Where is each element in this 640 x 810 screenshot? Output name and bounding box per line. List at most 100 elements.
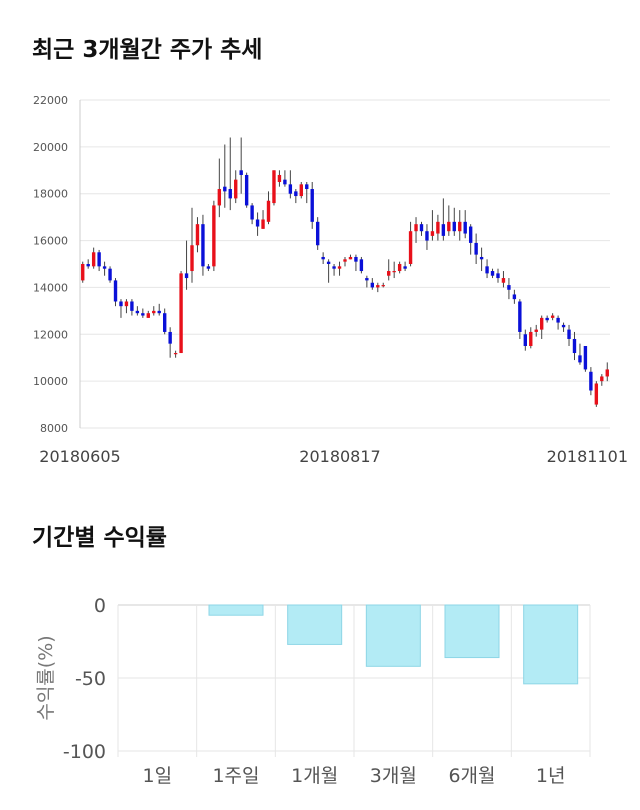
candle-body bbox=[310, 189, 314, 222]
return-bar bbox=[365, 604, 421, 667]
candle-body bbox=[228, 189, 232, 199]
candle-body bbox=[217, 189, 222, 206]
candle-body bbox=[600, 376, 604, 382]
candle-body bbox=[119, 301, 123, 307]
candle-body bbox=[518, 301, 522, 332]
return-bar bbox=[287, 604, 343, 645]
candle-body bbox=[299, 184, 303, 197]
candle-body bbox=[332, 266, 336, 269]
candle-body bbox=[567, 329, 571, 339]
candle-body bbox=[501, 278, 506, 283]
price-tick-label: 10000 bbox=[33, 375, 68, 388]
candle-body bbox=[572, 338, 577, 354]
candle-body bbox=[354, 256, 358, 262]
category-label: 1년 bbox=[536, 765, 566, 787]
category-label: 1개월 bbox=[291, 765, 338, 787]
candle-body bbox=[447, 221, 451, 232]
candle-body bbox=[348, 256, 353, 260]
candle-body bbox=[425, 231, 429, 241]
candle-body bbox=[179, 273, 183, 354]
candle-body bbox=[556, 317, 560, 323]
return-bar bbox=[523, 604, 579, 685]
return-bar bbox=[444, 604, 500, 659]
period-return-title: 기간별 수익률 bbox=[32, 525, 167, 551]
stock-trend-title: 최근 3개월간 주가 추세 bbox=[32, 37, 263, 63]
price-tick-label: 12000 bbox=[33, 328, 68, 341]
y-axis-label: 수익률(%) bbox=[35, 635, 57, 720]
candle-body bbox=[250, 205, 254, 220]
candle-body bbox=[490, 271, 495, 276]
candle-body bbox=[157, 310, 161, 314]
candle-body bbox=[376, 285, 380, 288]
price-tick-label: 18000 bbox=[33, 188, 68, 201]
candle-body bbox=[91, 252, 96, 267]
candle-body bbox=[397, 264, 402, 272]
candle-body bbox=[463, 221, 467, 234]
price-tick-label: 14000 bbox=[33, 281, 68, 294]
candle-body bbox=[315, 221, 320, 246]
candle-body bbox=[190, 245, 194, 272]
candle-body bbox=[496, 273, 500, 279]
price-tick-label: 8000 bbox=[40, 422, 68, 435]
return-bar bbox=[208, 604, 264, 616]
candle-body bbox=[474, 242, 478, 255]
candle-body bbox=[550, 315, 555, 318]
candle-body bbox=[370, 282, 375, 288]
candle-body bbox=[206, 266, 211, 269]
date-tick-label: 20180817 bbox=[299, 447, 380, 466]
candle-body bbox=[223, 186, 227, 192]
candle-body bbox=[436, 221, 440, 234]
candle-body bbox=[381, 285, 385, 287]
candle-body bbox=[545, 317, 549, 321]
candle-body bbox=[392, 271, 396, 273]
candle-body bbox=[414, 224, 418, 232]
price-tick-label: 20000 bbox=[33, 141, 68, 154]
candle-body bbox=[244, 174, 249, 206]
date-tick-label: 20181101 bbox=[547, 447, 628, 466]
candle-body bbox=[152, 310, 156, 314]
candle-body bbox=[195, 224, 200, 246]
candle-body bbox=[141, 313, 145, 316]
candle-body bbox=[283, 179, 287, 185]
date-tick-label: 20180605 bbox=[39, 447, 120, 466]
candle-body bbox=[173, 353, 178, 355]
candle-body bbox=[540, 317, 544, 330]
price-tick-label: 22000 bbox=[33, 94, 68, 107]
candle-body bbox=[255, 219, 260, 227]
candle-body bbox=[321, 256, 325, 260]
candle-body bbox=[529, 331, 533, 346]
candle-body bbox=[387, 271, 391, 276]
candle-body bbox=[162, 313, 167, 332]
candle-body bbox=[135, 310, 140, 314]
candle-body bbox=[561, 324, 566, 328]
candle-body bbox=[201, 224, 205, 267]
candle-body bbox=[146, 313, 150, 318]
candle-body bbox=[272, 170, 276, 204]
candle-body bbox=[212, 205, 216, 267]
candle-body bbox=[337, 266, 342, 269]
price-tick-label: 16000 bbox=[33, 235, 68, 248]
candle-body bbox=[589, 371, 593, 391]
candle-body bbox=[578, 355, 582, 363]
candle-body bbox=[441, 224, 446, 236]
candle-body bbox=[458, 221, 462, 232]
candlestick-chart: 22000 20000 18000 16000 14000 12000 10000 8000 2… bbox=[33, 94, 628, 466]
category-label: 1일 bbox=[143, 765, 173, 787]
candle-body bbox=[261, 219, 265, 229]
candle-body bbox=[97, 252, 101, 267]
candle-body bbox=[512, 294, 517, 300]
candle-body bbox=[113, 280, 118, 302]
return-tick-label: -100 bbox=[63, 741, 106, 763]
category-label: 1주일 bbox=[212, 765, 259, 787]
candle-body bbox=[479, 256, 484, 260]
candle-body bbox=[419, 224, 424, 232]
candle-body bbox=[288, 184, 293, 194]
candle-body bbox=[605, 369, 609, 377]
return-tick-label: 0 bbox=[94, 595, 106, 617]
candle-body bbox=[326, 261, 331, 264]
candle-body bbox=[305, 184, 309, 190]
category-label: 3개월 bbox=[370, 765, 417, 787]
candle-body bbox=[359, 259, 364, 272]
candle-body bbox=[86, 264, 90, 267]
